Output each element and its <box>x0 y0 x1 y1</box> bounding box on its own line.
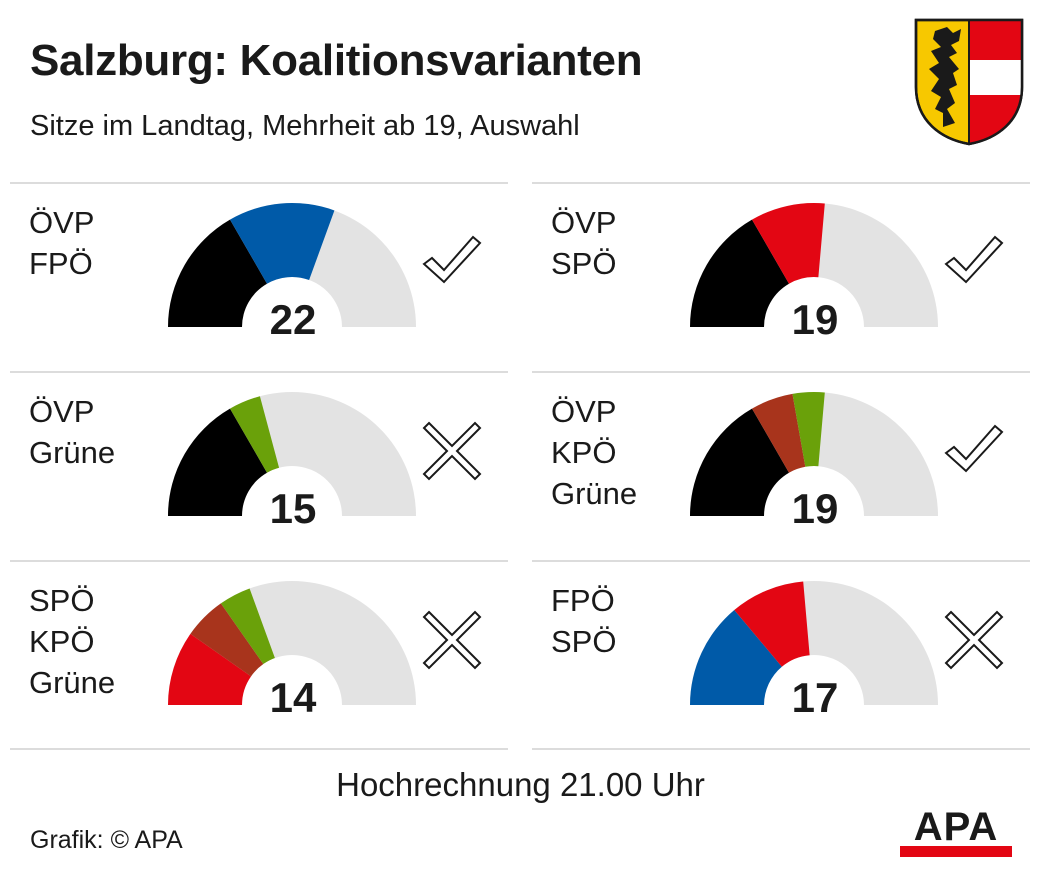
party-list: ÖVP Grüne <box>29 391 115 473</box>
panel-divider <box>10 371 508 373</box>
bottom-rule-right <box>532 748 1030 750</box>
panel-divider <box>532 371 1030 373</box>
gauge-segment <box>734 581 810 667</box>
gauge-segment <box>220 588 275 665</box>
seat-gauge <box>168 581 416 705</box>
coalition-panel: FPÖ SPÖ 17 <box>532 560 1030 749</box>
cross-icon <box>944 610 1004 670</box>
apa-logo-text: APA <box>913 805 999 849</box>
bottom-rule-left <box>10 748 508 750</box>
party-label: SPÖ <box>29 583 95 618</box>
cross-icon <box>422 421 482 481</box>
party-label: ÖVP <box>551 205 617 240</box>
gauge-segment <box>230 396 280 473</box>
check-icon <box>422 235 482 284</box>
coalition-panel: ÖVP Grüne 15 <box>10 371 508 560</box>
party-label: SPÖ <box>551 624 617 659</box>
party-label: Grüne <box>29 665 116 700</box>
salzburg-coat-of-arms-icon <box>914 18 1024 146</box>
party-label: ÖVP <box>551 394 617 429</box>
coalition-panel: ÖVP FPÖ 22 <box>10 182 508 371</box>
seat-gauge <box>690 392 938 516</box>
panel-divider <box>10 560 508 562</box>
chart-title: Salzburg: Koalitionsvarianten <box>30 36 643 85</box>
seat-total: 15 <box>269 485 317 532</box>
party-label: FPÖ <box>29 246 93 281</box>
party-label: KPÖ <box>551 435 617 470</box>
seat-gauge <box>690 581 938 705</box>
gauge-segment <box>230 203 335 284</box>
chart-subtitle: Sitze im Landtag, Mehrheit ab 19, Auswah… <box>30 110 580 142</box>
apa-logo: APA <box>900 805 1012 858</box>
footnote: Hochrechnung 21.00 Uhr <box>336 766 705 803</box>
seat-total: 17 <box>791 674 839 721</box>
gauge-segment <box>690 219 789 327</box>
party-label: SPÖ <box>551 246 617 281</box>
party-list: FPÖ SPÖ <box>551 580 616 662</box>
credit: Grafik: © APA <box>30 826 183 854</box>
coalition-panel: ÖVP KPÖ Grüne 19 <box>532 371 1030 560</box>
seat-gauge <box>690 203 938 327</box>
gauge-segment <box>168 408 267 516</box>
seat-total: 22 <box>269 296 317 343</box>
gauge-segment <box>752 203 825 284</box>
party-label: Grüne <box>29 435 116 470</box>
party-list: SPÖ KPÖ Grüne <box>29 580 115 703</box>
party-list: ÖVP KPÖ Grüne <box>551 391 637 514</box>
seat-total: 19 <box>791 485 839 532</box>
seat-total: 14 <box>269 674 317 721</box>
party-label: KPÖ <box>29 624 95 659</box>
party-label: FPÖ <box>551 583 615 618</box>
gauge-segment <box>792 392 825 467</box>
cross-icon <box>422 610 482 670</box>
gauge-segment <box>752 393 806 473</box>
apa-logo-bar <box>900 846 1012 857</box>
panel-divider <box>532 560 1030 562</box>
check-icon <box>944 424 1004 473</box>
party-label: ÖVP <box>29 394 95 429</box>
gauge-segment <box>690 408 789 516</box>
seat-total: 19 <box>791 296 839 343</box>
coalition-panel: SPÖ KPÖ Grüne 14 <box>10 560 508 749</box>
party-list: ÖVP SPÖ <box>551 202 616 284</box>
gauge-segment <box>190 603 264 677</box>
party-label: Grüne <box>551 476 638 511</box>
gauge-segment <box>168 219 267 327</box>
seat-gauge <box>168 203 416 327</box>
gauge-segment <box>690 610 782 705</box>
check-icon <box>944 235 1004 284</box>
party-list: ÖVP FPÖ <box>29 202 94 284</box>
panel-divider <box>10 182 508 184</box>
gauge-segment <box>168 633 252 705</box>
panel-divider <box>532 182 1030 184</box>
party-label: ÖVP <box>29 205 95 240</box>
coalition-panel: ÖVP SPÖ 19 <box>532 182 1030 371</box>
seat-gauge <box>168 392 416 516</box>
